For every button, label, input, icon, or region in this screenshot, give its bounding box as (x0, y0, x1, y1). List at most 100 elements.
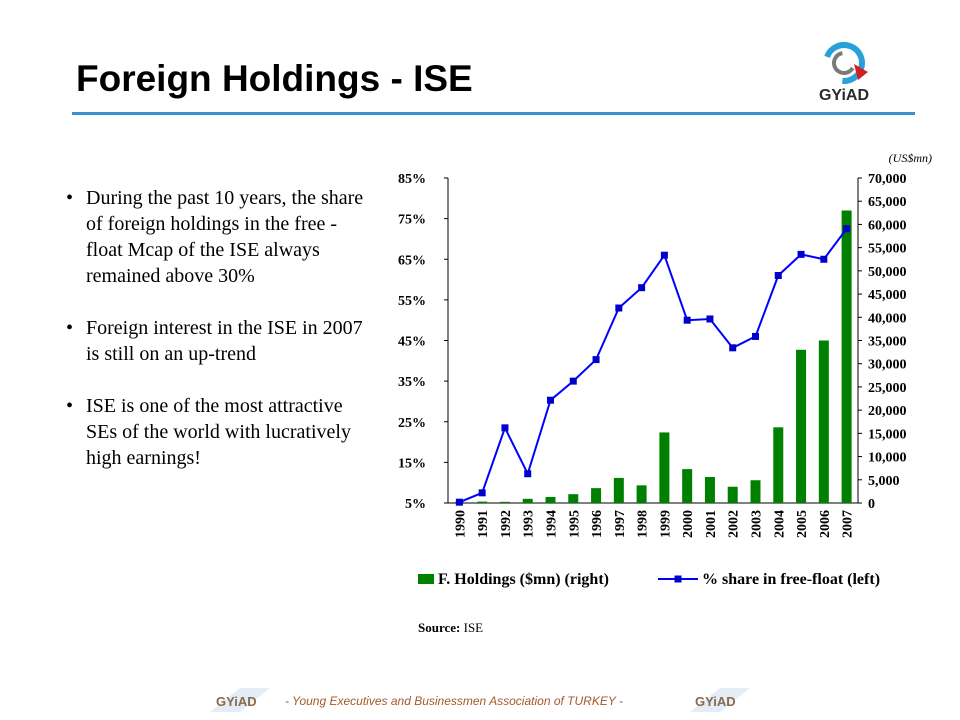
x-tick-label: 1991 (476, 510, 491, 538)
bullet-text: Foreign interest in the ISE in 2007 is s… (86, 317, 363, 365)
bar-2007 (841, 210, 852, 503)
x-tick-label: 2001 (704, 510, 719, 538)
bar-2002 (727, 486, 738, 503)
footer-swoosh-right (690, 688, 750, 712)
x-tick-label: 1992 (499, 510, 514, 538)
x-tick-label: 2000 (681, 510, 696, 538)
unit-label: (US$mn) (889, 151, 932, 165)
right-tick-label: 40,000 (868, 311, 907, 326)
x-tick-label: 2007 (841, 510, 856, 538)
right-tick-label: 50,000 (868, 265, 907, 280)
share-point-1999 (660, 251, 668, 259)
right-tick-label: 65,000 (868, 195, 907, 210)
left-tick-label: 55% (398, 294, 426, 309)
x-tick-label: 2004 (772, 510, 787, 538)
x-tick-label: 1993 (522, 510, 537, 538)
share-point-2000 (683, 316, 691, 324)
x-tick-label: 1994 (545, 510, 560, 538)
share-point-1998 (638, 284, 646, 292)
foreign-holdings-chart: 5% 15% 25% 35% 45% 55% 65% 75% 85% 0 5,000 10,000 1… (398, 151, 932, 588)
bar-1996 (591, 488, 602, 503)
share-point-2004 (774, 272, 782, 279)
bar-2003 (750, 480, 761, 503)
right-tick-label: 10,000 (868, 451, 907, 466)
left-tick-label: 25% (398, 416, 426, 431)
source-label: Source: (418, 620, 461, 635)
share-line (459, 228, 848, 504)
share-point-2003 (752, 332, 759, 340)
footer-logo-left: GYiAD (216, 694, 257, 709)
x-tick-label: 2003 (750, 510, 765, 538)
bar-1998 (636, 485, 647, 503)
x-tick-label: 1997 (613, 510, 628, 538)
right-tick-label: 25,000 (868, 381, 907, 396)
bullet-item: • During the past 10 years, the share of … (66, 185, 371, 289)
right-tick-label: 45,000 (868, 288, 907, 303)
right-tick-label: 20,000 (868, 404, 907, 419)
right-tick-label: 35,000 (868, 335, 907, 350)
title-rule (72, 112, 915, 115)
left-tick-label: 75% (398, 213, 426, 228)
x-tick-label: 1998 (636, 510, 651, 538)
share-point-2007 (843, 225, 851, 233)
share-point-2005 (797, 250, 805, 258)
left-tick-label: 85% (398, 172, 426, 187)
bar-1995 (568, 494, 579, 503)
x-tick-label: 1990 (453, 510, 468, 538)
x-tick-label: 2006 (818, 510, 833, 538)
footer-logo-right: GYiAD (695, 694, 736, 709)
share-point-1995 (569, 377, 577, 385)
bar-1994 (545, 496, 556, 503)
bullet-text: During the past 10 years, the share of f… (86, 187, 364, 287)
x-tick-label: 1995 (567, 510, 582, 538)
bullet-item: • Foreign interest in the ISE in 2007 is … (66, 315, 371, 367)
bar-2000 (682, 469, 693, 503)
bar-1999 (659, 432, 670, 503)
left-tick-label: 45% (398, 335, 426, 350)
bar-1992 (499, 501, 510, 503)
bar-2006 (818, 340, 829, 503)
bullet-list: • During the past 10 years, the share of … (66, 185, 371, 497)
right-tick-label: 70,000 (868, 172, 907, 187)
bullet-marker: • (66, 395, 74, 417)
bar-2001 (704, 477, 715, 503)
legend-line-label: % share in free-float (left) (702, 571, 880, 588)
share-point-2006 (820, 255, 828, 263)
share-point-1993 (524, 470, 532, 478)
bar-2004 (773, 427, 784, 503)
x-tick-label: 2002 (727, 510, 742, 538)
gyiad-logo: GYiAD (819, 42, 869, 104)
footer-swoosh-left (210, 688, 270, 712)
slide-title: Foreign Holdings - ISE (76, 58, 473, 99)
bullet-text: ISE is one of the most attractive SEs of… (86, 395, 351, 469)
left-tick-label: 5% (405, 497, 426, 512)
x-tick-label: 1999 (658, 510, 673, 538)
x-tick-label: 2005 (795, 510, 810, 538)
right-tick-label: 60,000 (868, 218, 907, 233)
bar-2005 (796, 349, 807, 503)
bar-1991 (477, 501, 488, 503)
right-tick-label: 30,000 (868, 358, 907, 373)
share-point-2002 (729, 344, 737, 352)
x-tick-label: 1996 (590, 510, 605, 538)
share-point-1996 (592, 356, 600, 364)
share-point-1990 (455, 498, 463, 506)
left-tick-label: 65% (398, 253, 426, 268)
share-point-1997 (615, 304, 623, 312)
left-tick-label: 35% (398, 375, 426, 390)
share-point-1994 (547, 396, 554, 404)
share-point-1992 (501, 424, 509, 432)
right-tick-label: 5,000 (868, 474, 900, 489)
right-tick-label: 55,000 (868, 242, 907, 257)
legend-line-marker (674, 575, 682, 583)
legend-bar-label: F. Holdings ($mn) (right) (438, 571, 609, 588)
footer-text: - Young Executives and Businessmen Assoc… (285, 694, 623, 708)
logo-text: GYiAD (819, 87, 869, 104)
bullet-marker: • (66, 187, 74, 209)
right-tick-label: 15,000 (868, 427, 907, 442)
share-point-1991 (478, 489, 486, 497)
share-point-2001 (706, 315, 714, 323)
bar-1993 (522, 498, 533, 503)
left-tick-label: 15% (398, 456, 426, 471)
right-tick-label: 0 (868, 497, 875, 512)
